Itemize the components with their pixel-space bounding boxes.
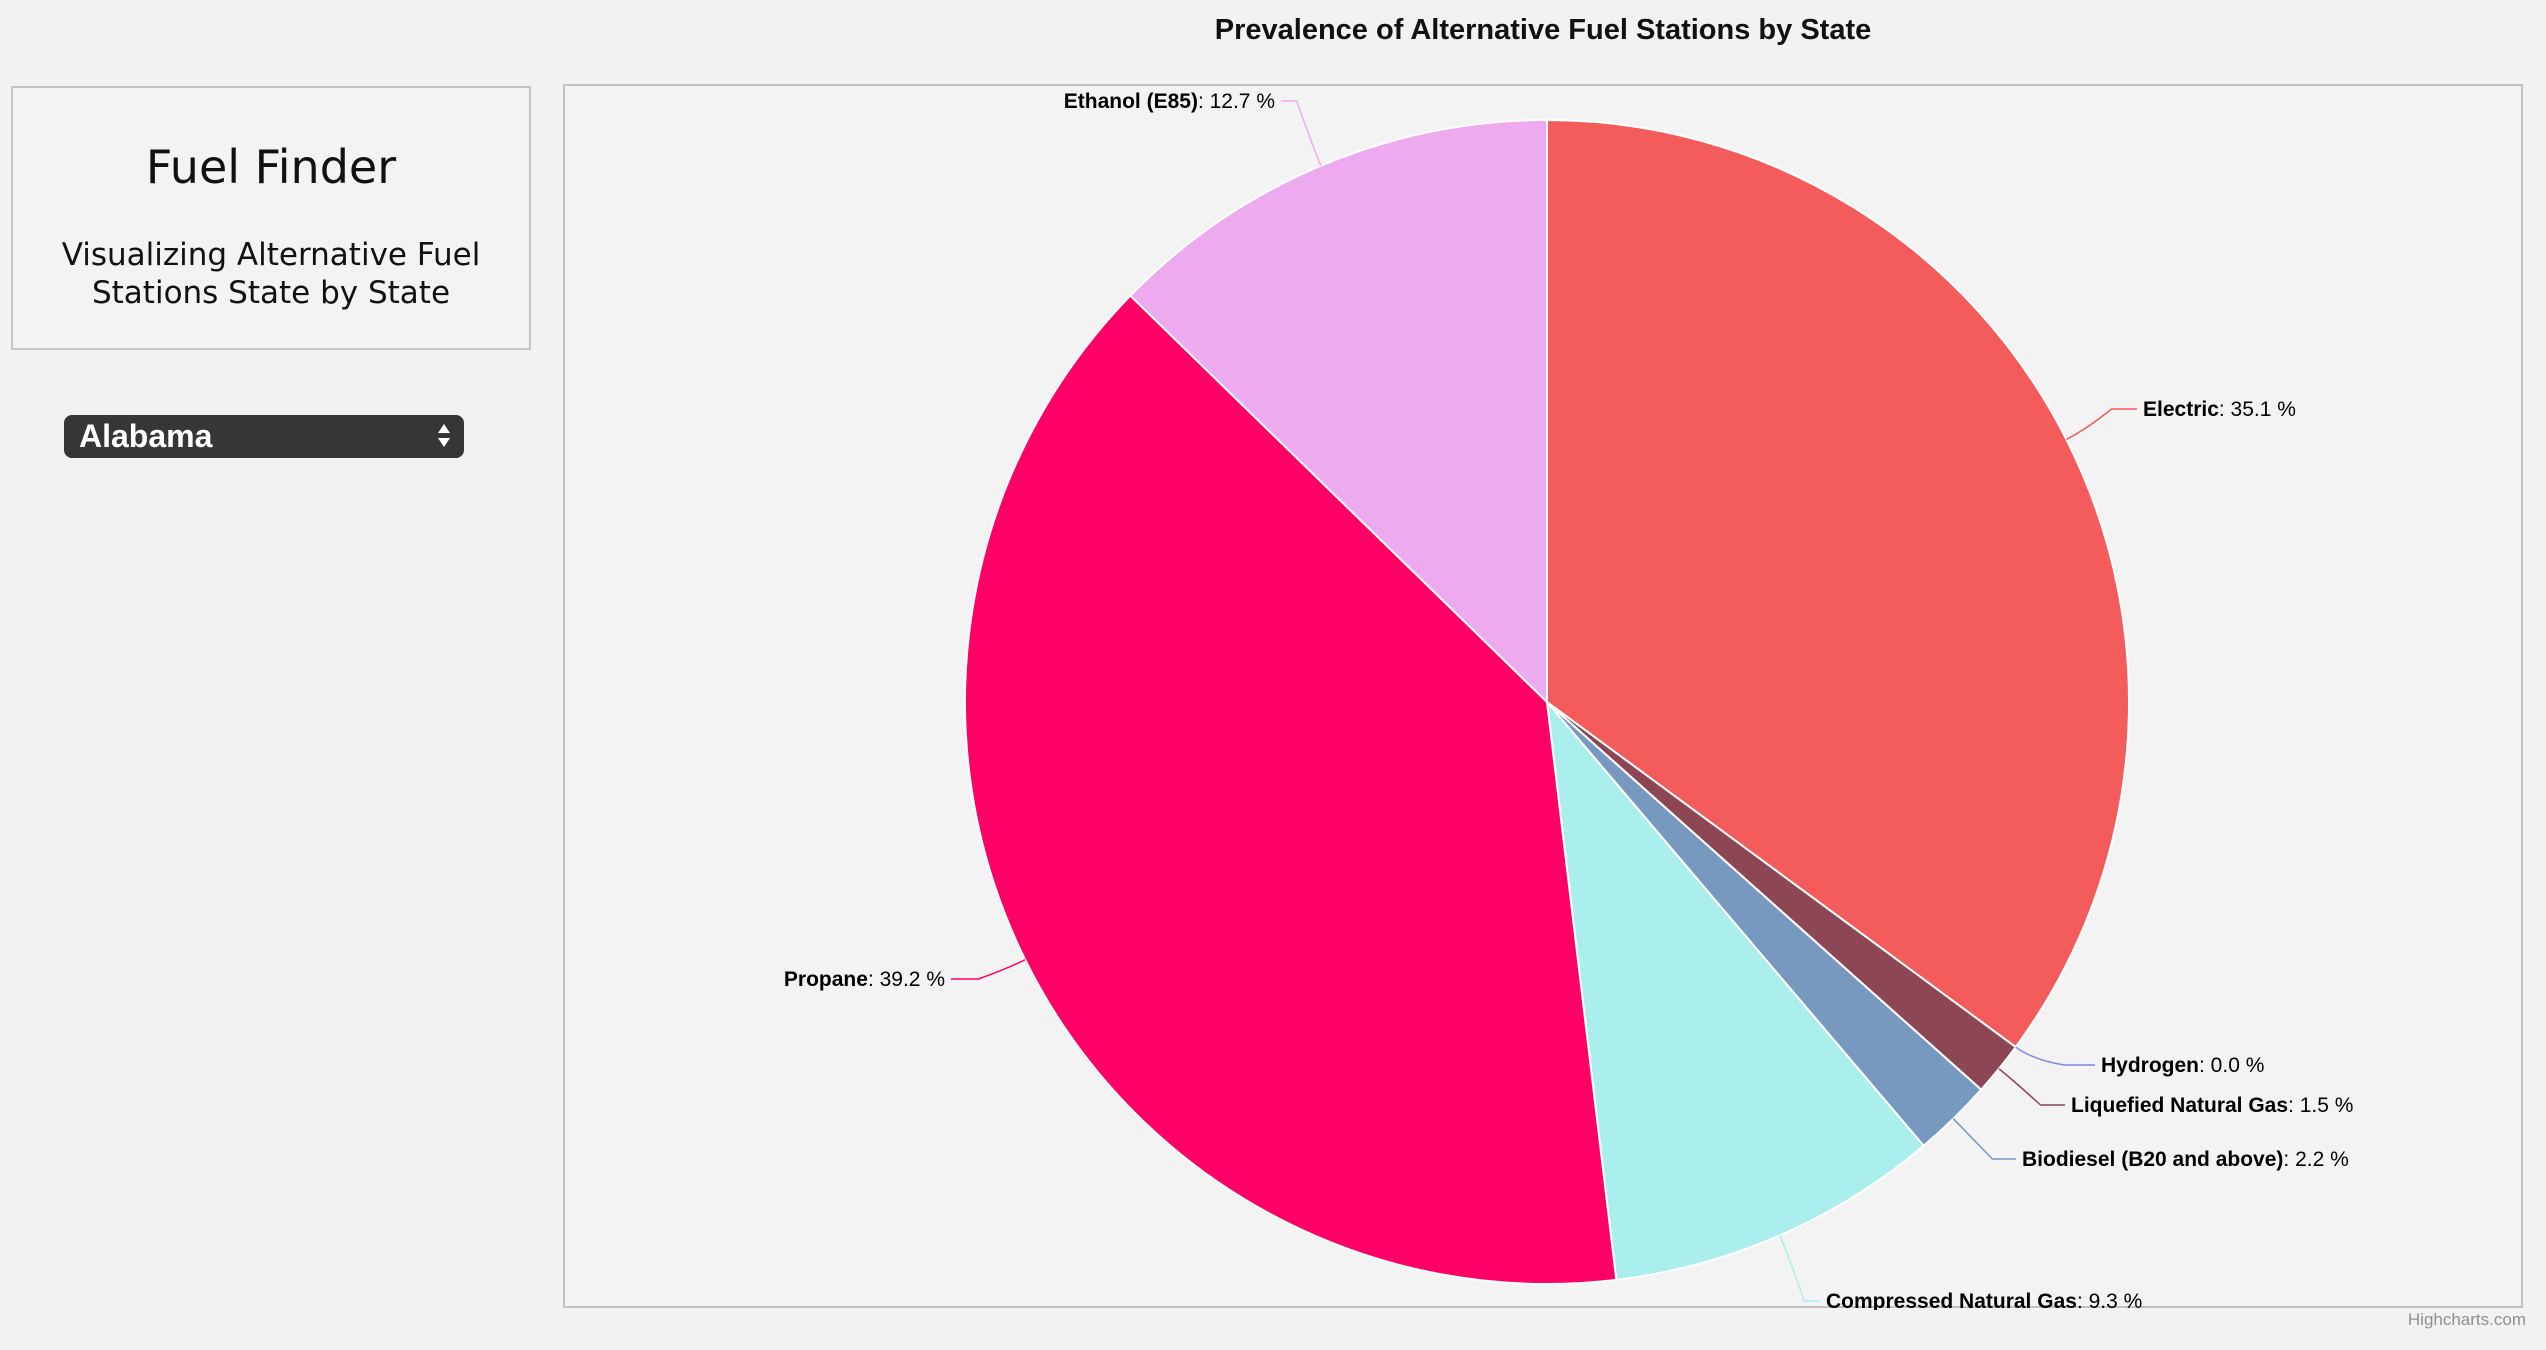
- pie-slice-ethanol-e85[interactable]: [1128, 118, 1548, 705]
- connector-biodiesel-b20-and-above: [1952, 1118, 2016, 1160]
- pie-chart: Electric: 35.1 % Hydrogen: 0.0 % Liquefied…: [784, 90, 2354, 1310]
- state-select[interactable]: Alabama: [64, 415, 464, 458]
- app-subtitle: Visualizing Alternative Fuel Stations St…: [61, 237, 481, 311]
- brand-panel: Fuel Finder Visualizing Alternative Fuel…: [11, 86, 531, 350]
- data-label-propane: Propane: 39.2 %: [784, 968, 945, 991]
- connector-electric: [2066, 408, 2137, 441]
- pie-slice-compressed-natural-gas[interactable]: [1545, 698, 1925, 1281]
- connector-compressed-natural-gas: [1779, 1235, 1820, 1302]
- credits-link[interactable]: Highcharts.com: [2407, 1310, 2526, 1329]
- chart-plot-area: Electric: 35.1 % Hydrogen: 0.0 % Liquefied…: [563, 84, 2523, 1310]
- select-updown-icon: [436, 421, 452, 451]
- connector-ethanol-e85: [1281, 100, 1322, 167]
- data-label-ethanol-e85: Ethanol (E85): 12.7 %: [1064, 90, 1275, 113]
- connector-propane: [951, 959, 1026, 980]
- connector-hydrogen: [2015, 1046, 2095, 1066]
- data-label-biodiesel-b20-and-above: Biodiesel (B20 and above): 2.2 %: [2022, 1148, 2349, 1171]
- data-label-liquefied-natural-gas: Liquefied Natural Gas: 1.5 %: [2071, 1094, 2353, 1117]
- state-select-value: Alabama: [79, 418, 213, 454]
- connector-liquefied-natural-gas: [1998, 1068, 2065, 1106]
- app-title: Fuel Finder: [145, 140, 397, 194]
- data-label-hydrogen: Hydrogen: 0.0 %: [2101, 1054, 2264, 1077]
- data-label-electric: Electric: 35.1 %: [2143, 398, 2296, 421]
- chart-title: Prevalence of Alternative Fuel Stations …: [1214, 14, 1872, 46]
- data-label-compressed-natural-gas: Compressed Natural Gas: 9.3 %: [1826, 1290, 2142, 1310]
